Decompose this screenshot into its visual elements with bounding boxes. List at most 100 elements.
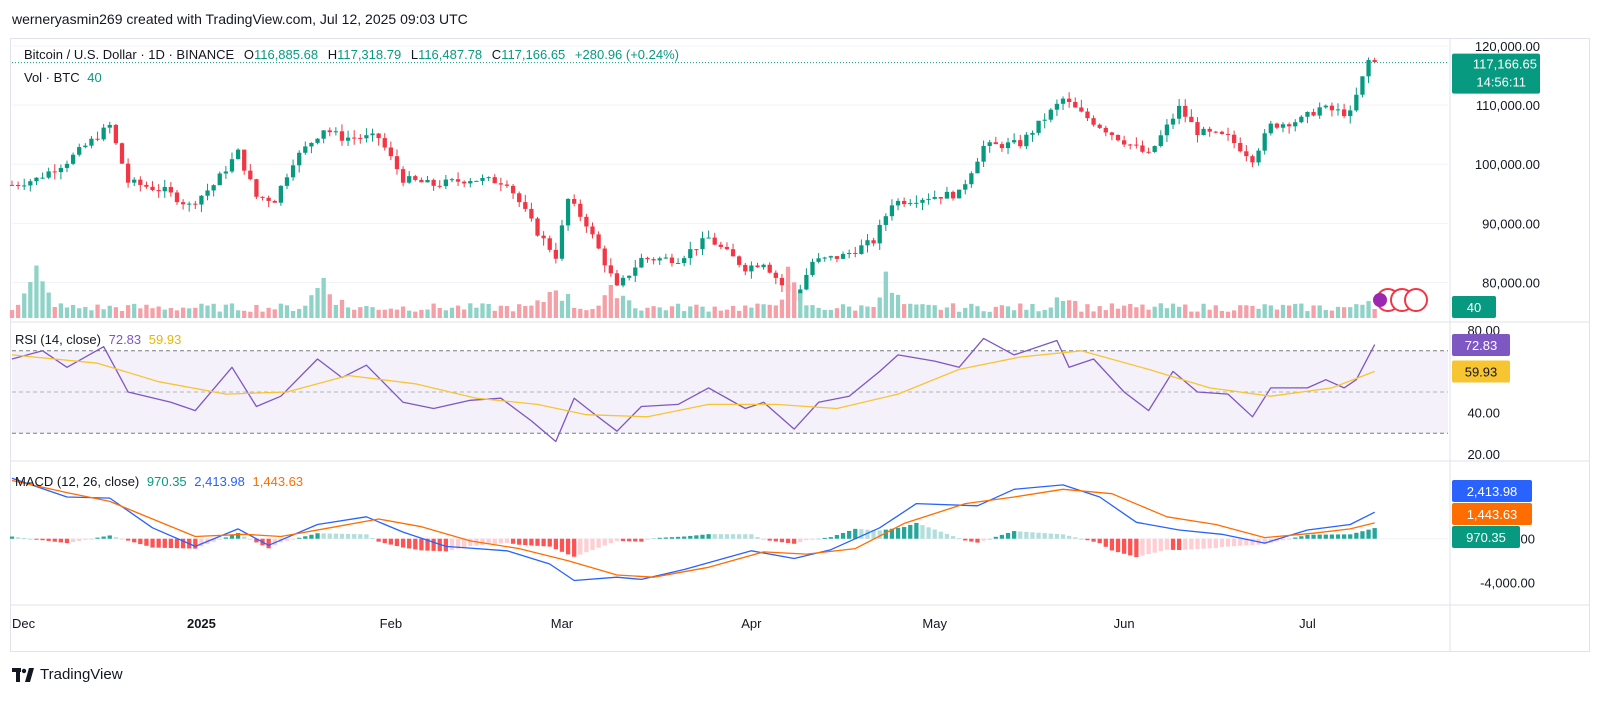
candle-body [1073,102,1078,108]
candle-body [1268,123,1273,134]
candle-body [590,226,595,235]
volume-bar [981,311,986,318]
candle-body [9,184,15,186]
volume-bar [1115,308,1121,318]
macd-histogram-bar [254,538,259,543]
candle-body [431,179,436,186]
macd-tag-label: 2,413.98 [1467,484,1518,499]
candle-body [309,142,314,147]
chart-frame [10,38,1590,652]
candle-body [211,185,216,191]
candle-body [1305,111,1310,117]
macd-histogram-bar [1054,533,1060,539]
candle-body [266,197,271,201]
candle-body [889,205,895,217]
volume-bar [1189,311,1194,318]
macd-histogram-bar [834,535,840,539]
macd-histogram-bar [1250,538,1255,546]
tradingview-logo[interactable]: TradingView [12,666,123,683]
macd-histogram-bar [1372,528,1377,539]
candle-body [627,275,632,278]
macd-histogram-bar [755,537,760,539]
volume-bar [944,307,950,318]
candle-body [981,145,986,162]
candle-body [1054,103,1060,110]
volume-bar [724,309,730,318]
macd-histogram-bar [987,538,992,540]
volume-bar [1121,305,1127,318]
macd-histogram-bar [1195,538,1200,550]
macd-histogram-bar [70,538,76,543]
candle-body [840,254,846,259]
candle-body [1286,124,1292,127]
volume-bar [1060,300,1066,318]
candle-body [468,181,473,184]
candle-body [859,245,864,254]
macd-histogram-bar [944,533,950,539]
macd-histogram-bar [761,538,766,540]
macd-histogram-bar [920,525,925,539]
volume-bar [1152,306,1157,318]
volume-bar [816,307,821,318]
macd-histogram-bar [113,537,119,539]
candle-body [883,216,888,225]
candle-body [969,173,974,185]
candle-body [1311,111,1316,116]
macd-histogram-bar [431,538,436,551]
candle-body [187,203,192,205]
macd-histogram-bar [1164,538,1170,550]
volume-bar [920,304,925,318]
volume-bar [1225,311,1231,318]
candle-body [1134,144,1139,146]
candle-body [455,179,461,182]
macd-histogram-bar [700,534,705,539]
macd-histogram-bar [1348,534,1353,539]
macd-histogram-bar [28,538,33,540]
volume-bar [1085,304,1090,318]
macd-histogram-bar [303,536,308,539]
volume-bar [235,310,241,318]
volume-bar [95,304,100,318]
volume-bar [853,310,858,318]
candle-body [199,195,204,205]
volume-bar [1183,304,1188,318]
volume-bar [278,303,284,318]
volume-bar [1103,310,1108,318]
macd-histogram-bar [1103,538,1108,547]
candle-body [743,264,748,272]
low-key: L [410,47,419,62]
volume-bar [266,307,271,318]
macd-histogram-bar [46,538,51,541]
macd-histogram-bar [211,538,216,542]
candle-body [828,256,833,258]
volume-bar [773,305,778,318]
volume-bar [462,309,467,318]
volume-bar [1176,306,1182,318]
macd-histogram-bar [1170,538,1176,550]
candle-body [773,272,778,278]
macd-histogram-bar [266,538,271,549]
macd-histogram-bar [559,538,565,552]
volume-bar [138,308,143,318]
macd-histogram-bar [309,534,314,539]
volume-bar [877,297,882,318]
volume-bar [1238,305,1243,318]
volume-bar [828,309,833,318]
volume-bar [1341,307,1347,318]
macd-histogram-bar [15,537,21,539]
volume-bar [272,309,277,318]
macd-histogram-bar [1323,534,1328,539]
volume-tag-label: 40 [1467,300,1481,315]
candle-body [1036,120,1041,133]
macd-histogram-bar [407,538,412,549]
rsi-ma-tag-label: 59.93 [1465,365,1498,380]
macd-histogram-bar [83,538,88,540]
volume-tag [1452,296,1496,318]
candle-body [28,181,33,186]
volume-bar [767,304,772,318]
candle-body [724,246,730,250]
macd-histogram-bar [895,527,901,539]
macd-histogram-bar [1048,533,1053,539]
macd-histogram-bar [504,538,510,543]
